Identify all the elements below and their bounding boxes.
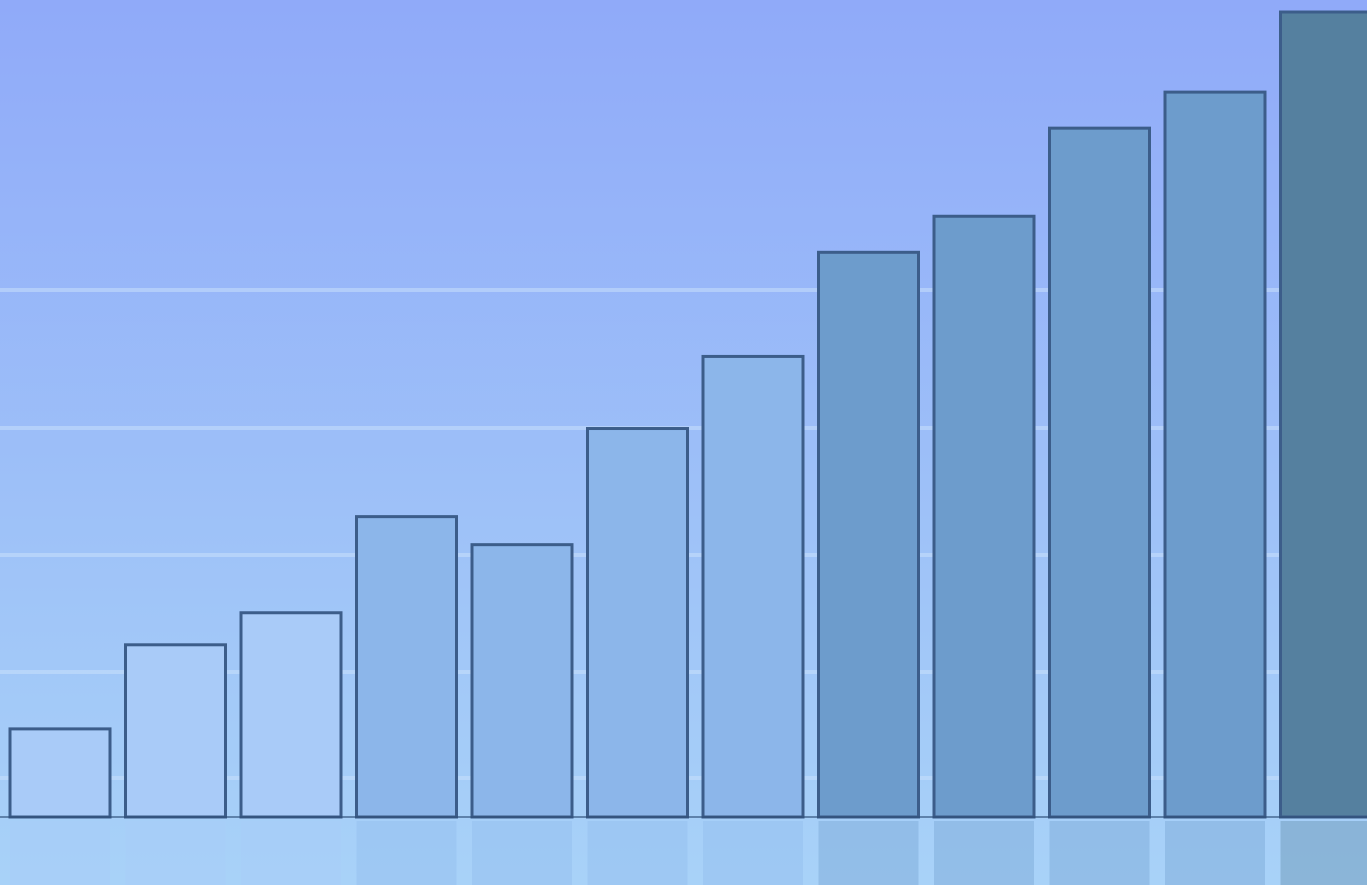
bar-8 xyxy=(817,250,920,819)
bar-10 xyxy=(1048,126,1151,819)
bar-reflection-4 xyxy=(356,821,457,885)
bar-4 xyxy=(355,515,458,819)
bar-9 xyxy=(932,214,1036,819)
bar-11 xyxy=(1163,90,1267,819)
bar-reflection-3 xyxy=(241,821,341,885)
bar-reflection-6 xyxy=(587,821,688,885)
bar-reflection-8 xyxy=(818,821,919,885)
bar-2 xyxy=(124,643,227,819)
bar-12 xyxy=(1279,10,1367,819)
bar-reflection-7 xyxy=(703,821,803,885)
bar-reflection-1 xyxy=(10,821,110,885)
bar-3 xyxy=(239,611,343,819)
bar-reflection-10 xyxy=(1049,821,1150,885)
bar-reflection-5 xyxy=(472,821,572,885)
bar-reflection-11 xyxy=(1165,821,1265,885)
bar-reflection-9 xyxy=(934,821,1034,885)
bar-1 xyxy=(8,727,112,819)
bar-reflection-2 xyxy=(125,821,226,885)
bar-5 xyxy=(470,543,574,819)
bar-reflections xyxy=(10,821,1367,885)
bar-6 xyxy=(586,427,689,819)
bar-reflection-12 xyxy=(1280,821,1367,885)
bar-7 xyxy=(701,354,805,819)
bars xyxy=(8,10,1367,819)
